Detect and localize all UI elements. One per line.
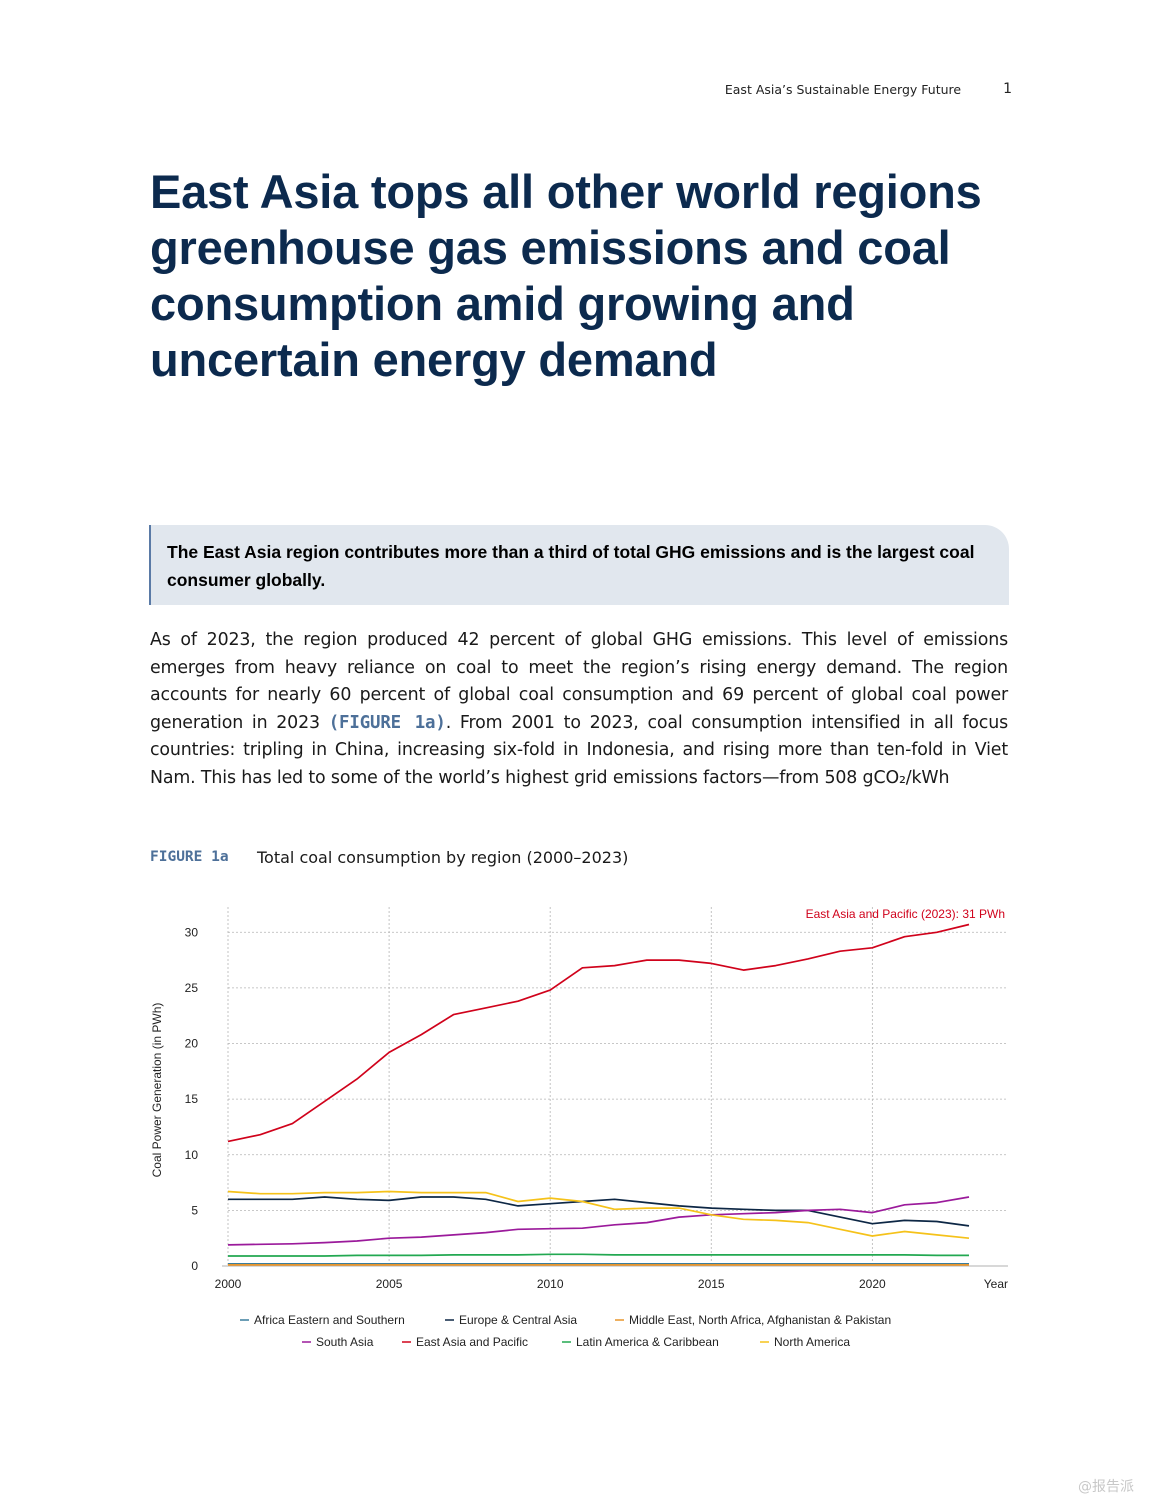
legend-label: Africa Eastern and Southern — [254, 1313, 405, 1327]
key-message-callout: The East Asia region contributes more th… — [149, 525, 1009, 605]
x-tick-label: 2010 — [537, 1277, 564, 1291]
running-header: East Asia’s Sustainable Energy Future 1 — [600, 79, 1012, 99]
y-tick-label: 30 — [185, 925, 199, 939]
legend-label: Middle East, North Africa, Afghanistan &… — [629, 1313, 891, 1327]
page-title: East Asia tops all other world regions g… — [150, 165, 982, 386]
series-line-3 — [227, 1196, 970, 1246]
running-title: East Asia’s Sustainable Energy Future — [724, 81, 962, 97]
body-text-part-2: . From 2001 to 2023, coal consumption in… — [150, 712, 1008, 788]
y-tick-label: 25 — [185, 981, 199, 995]
series-line-1 — [228, 1196, 970, 1227]
body-paragraph: As of 2023, the region produced 42 perce… — [150, 627, 1008, 793]
series-line-6 — [227, 1190, 970, 1240]
legend-label: South Asia — [316, 1335, 374, 1349]
callout-text: The East Asia region contributes more th… — [167, 542, 975, 590]
body-text-part-1: As of 2023, the region produced 42 perce… — [150, 630, 1008, 733]
figure-title: Total coal consumption by region (2000–2… — [257, 847, 629, 867]
figure-caption: FIGURE 1a Total coal consumption by regi… — [150, 846, 628, 868]
x-tick-label: 2015 — [698, 1277, 725, 1291]
y-tick-label: 20 — [185, 1037, 199, 1051]
x-tick-label: 2005 — [376, 1277, 403, 1291]
x-tick-label: 2020 — [859, 1277, 886, 1291]
legend-label: Latin America & Caribbean — [576, 1335, 719, 1349]
y-tick-label: 5 — [191, 1203, 198, 1217]
series-line-4 — [227, 923, 970, 1143]
page-number: 1 — [1003, 81, 1012, 97]
legend-label: Europe & Central Asia — [459, 1313, 577, 1327]
x-axis-title: Year — [984, 1277, 1008, 1291]
watermark: @报告派 — [1078, 1479, 1134, 1495]
series-line-5 — [228, 1253, 969, 1257]
annotation-label: East Asia and Pacific (2023): 31 PWh — [806, 907, 1005, 921]
coal-consumption-chart: 0 5 10 15 20 25 30 2000 2005 2010 2015 2020 Year Coal… — [150, 907, 1008, 1349]
figure-label: FIGURE 1a — [150, 849, 229, 865]
x-tick-label: 2000 — [215, 1277, 242, 1291]
legend-label: North America — [774, 1335, 850, 1349]
y-axis-title: Coal Power Generation (in PWh) — [150, 1003, 164, 1178]
figure-reference-link[interactable]: (FIGURE 1a) — [328, 712, 446, 733]
y-tick-label: 0 — [191, 1259, 198, 1273]
y-tick-label: 10 — [185, 1148, 199, 1162]
y-tick-label: 15 — [185, 1092, 199, 1106]
legend-label: East Asia and Pacific — [416, 1335, 528, 1349]
